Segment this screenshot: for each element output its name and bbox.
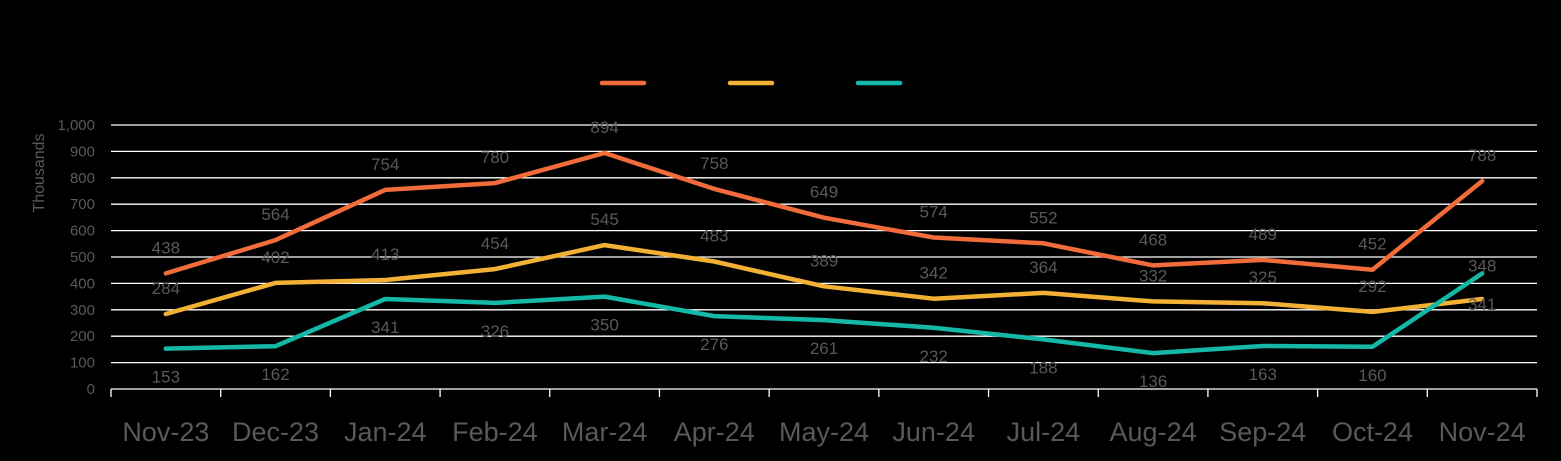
y-tick-label: 700 xyxy=(70,196,95,213)
series-lines xyxy=(163,150,1485,356)
data-label: 754 xyxy=(371,155,399,174)
y-tick-label: 900 xyxy=(70,143,95,160)
data-label: 454 xyxy=(481,234,509,253)
y-tick-label: 1,000 xyxy=(57,117,95,134)
data-label: 342 xyxy=(920,264,948,283)
data-label: 188 xyxy=(1029,358,1057,377)
x-tick-label: Mar-24 xyxy=(562,417,648,447)
y-axis-label: Thousands xyxy=(31,133,48,212)
y-tick-label: 0 xyxy=(87,381,95,398)
data-label: 163 xyxy=(1249,365,1277,384)
data-label: 758 xyxy=(700,154,728,173)
data-labels: 438 564 754 780 894 758 649 574 552 468 489 452 788 2… xyxy=(152,118,1497,391)
data-label: 552 xyxy=(1029,208,1057,227)
data-label: 564 xyxy=(261,205,289,224)
x-tick-label: Nov-23 xyxy=(122,417,209,447)
y-axis: 0 100 200 300 400 500 600 700 800 900 1,000 xyxy=(57,117,95,398)
data-label: 413 xyxy=(371,245,399,264)
data-label: 325 xyxy=(1249,268,1277,287)
data-label: 350 xyxy=(590,316,618,335)
x-axis: Nov-23 Dec-23 Jan-24 Feb-24 Mar-24 Apr-24 May-… xyxy=(110,388,1538,447)
data-label: 483 xyxy=(700,226,728,245)
y-tick-label: 600 xyxy=(70,223,95,240)
data-label: 136 xyxy=(1139,372,1167,391)
data-label: 153 xyxy=(152,368,180,387)
data-label: 780 xyxy=(481,148,509,167)
data-label: 341 xyxy=(1468,295,1496,314)
y-tick-label: 400 xyxy=(70,275,95,292)
y-tick-label: 800 xyxy=(70,170,95,187)
data-label: 232 xyxy=(920,347,948,366)
data-label: 276 xyxy=(700,335,728,354)
series-line xyxy=(163,150,1485,276)
data-label: 788 xyxy=(1468,146,1496,165)
data-label: 574 xyxy=(920,202,948,221)
x-tick-label: Apr-24 xyxy=(674,417,755,447)
x-tick-label: Aug-24 xyxy=(1110,417,1197,447)
x-tick-label: Jun-24 xyxy=(892,417,975,447)
data-label: 364 xyxy=(1029,258,1057,277)
data-label: 452 xyxy=(1358,235,1386,254)
data-label: 284 xyxy=(152,279,180,298)
data-label: 545 xyxy=(590,210,618,229)
data-label: 326 xyxy=(481,322,509,341)
data-label: 160 xyxy=(1358,366,1386,385)
series-line xyxy=(163,242,1485,317)
x-tick-label: Feb-24 xyxy=(452,417,538,447)
data-label: 402 xyxy=(261,248,289,267)
data-label: 162 xyxy=(261,365,289,384)
x-tick-label: Nov-24 xyxy=(1439,417,1526,447)
y-tick-label: 500 xyxy=(70,249,95,266)
data-label: 438 xyxy=(152,238,180,257)
x-tick-label: Dec-23 xyxy=(232,417,319,447)
y-tick-label: 100 xyxy=(70,355,95,372)
x-tick-label: Sep-24 xyxy=(1219,417,1306,447)
y-tick-label: 300 xyxy=(70,302,95,319)
x-tick-label: Jul-24 xyxy=(1007,417,1081,447)
x-tick-label: Jan-24 xyxy=(344,417,427,447)
series-line xyxy=(163,271,1485,356)
data-label: 468 xyxy=(1139,230,1167,249)
data-label: 341 xyxy=(371,318,399,337)
data-label: 292 xyxy=(1358,277,1386,296)
x-tick-label: May-24 xyxy=(779,417,869,447)
data-label: 261 xyxy=(810,339,838,358)
data-label: 894 xyxy=(590,118,618,137)
data-label: 332 xyxy=(1139,266,1167,285)
y-tick-label: 200 xyxy=(70,328,95,345)
x-tick-label: Oct-24 xyxy=(1332,417,1413,447)
data-label: 489 xyxy=(1249,225,1277,244)
data-label: 348 xyxy=(1468,256,1496,275)
data-label: 649 xyxy=(810,183,838,202)
data-label: 389 xyxy=(810,251,838,270)
